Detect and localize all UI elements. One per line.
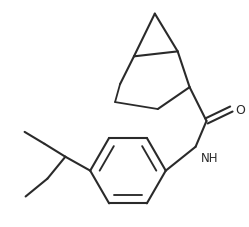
Text: NH: NH — [200, 151, 218, 164]
Text: O: O — [235, 103, 245, 116]
